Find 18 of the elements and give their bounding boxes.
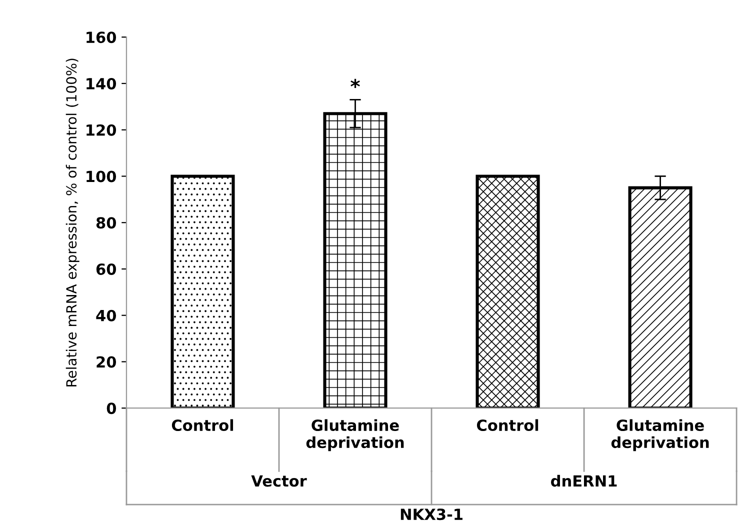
y-tick-label: 0 (106, 402, 116, 414)
x-tick-label: Glutamine deprivation (611, 419, 709, 452)
text: dnERN1 (551, 474, 617, 487)
annotation: * (350, 78, 360, 88)
y-tick-label: 40 (96, 310, 116, 322)
y-tick-label: 120 (86, 124, 116, 136)
x-tick-label: Control (172, 419, 234, 432)
x-tick-label: Glutamine deprivation (306, 419, 404, 452)
y-tick-label: 60 (96, 263, 116, 275)
y-tick-label: 80 (96, 217, 116, 229)
y-tick-label: 160 (86, 32, 116, 44)
x-tick-label: Control (476, 419, 538, 432)
y-tick-label: 140 (86, 78, 116, 90)
y-axis-title: Relative mRNA expression, % of control (100%) (66, 58, 80, 386)
x-axis-title: NKX3-1 (400, 508, 462, 520)
y-tick-label: 20 (96, 356, 116, 368)
y-tick-label: 100 (86, 170, 116, 182)
text: Vector (251, 475, 307, 487)
